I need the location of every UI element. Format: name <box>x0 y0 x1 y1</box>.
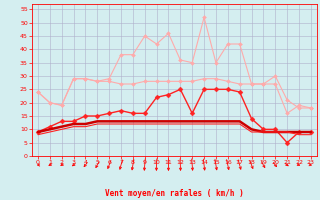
Text: Vent moyen/en rafales ( km/h ): Vent moyen/en rafales ( km/h ) <box>105 189 244 198</box>
